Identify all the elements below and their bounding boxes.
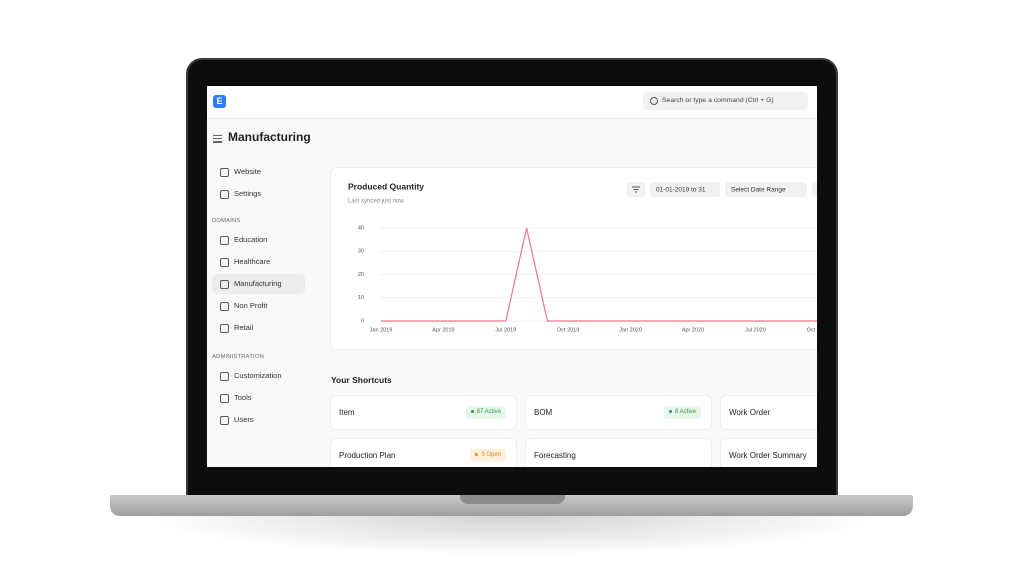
sidebar-item[interactable]: Education bbox=[212, 230, 305, 250]
sidebar-label: Non Profit bbox=[234, 301, 268, 310]
shortcut-card[interactable]: BOM 8 Active bbox=[525, 395, 712, 430]
x-tick-label: Apr 2020 bbox=[682, 327, 704, 333]
sidebar-icon bbox=[220, 190, 229, 199]
section-heading: DOMAINS bbox=[212, 218, 241, 224]
control-label: 01-01-2019 to 31 bbox=[656, 187, 706, 194]
shortcut-label: Production Plan bbox=[339, 451, 396, 460]
sidebar-label: Healthcare bbox=[234, 257, 271, 266]
screen: E Search or type a command (Ctrl + G) Ma… bbox=[207, 86, 817, 467]
shortcut-badge: 5 Open bbox=[470, 449, 506, 462]
y-tick-label: 30 bbox=[358, 249, 364, 255]
sidebar-icon bbox=[220, 372, 229, 381]
x-tick-label: Oct 2019 bbox=[557, 327, 579, 333]
chart-subtitle: Last synced just now bbox=[348, 199, 404, 205]
shortcut-label: BOM bbox=[534, 408, 553, 417]
control-button[interactable] bbox=[650, 182, 720, 197]
shortcut-label: Item bbox=[339, 408, 355, 417]
sidebar-icon bbox=[220, 280, 229, 289]
sidebar-item[interactable]: Settings bbox=[212, 184, 305, 204]
sidebar-label: Website bbox=[234, 167, 261, 176]
chart: Produced Quantity Last synced just now 01-… bbox=[348, 181, 817, 333]
sidebar-icon bbox=[220, 302, 229, 311]
laptop-notch bbox=[460, 495, 565, 504]
shortcut-badge: 8 Active bbox=[663, 406, 701, 419]
sidebar-icon bbox=[220, 324, 229, 333]
badge-text: 87 Active bbox=[476, 409, 501, 415]
sidebar-label: Retail bbox=[234, 323, 254, 332]
shortcut-label: Work Order Summary bbox=[729, 451, 807, 460]
sidebar-item[interactable]: Tools bbox=[212, 388, 305, 408]
section-heading: ADMINISTRATION bbox=[212, 354, 264, 360]
chart-card: Produced Quantity Last synced just now 01-… bbox=[330, 167, 817, 350]
y-tick-label: 10 bbox=[358, 295, 364, 301]
laptop-base bbox=[110, 495, 913, 516]
sidebar-label: Users bbox=[234, 415, 254, 424]
y-tick-label: 40 bbox=[358, 225, 364, 231]
shortcut-card[interactable]: Work Order Summary bbox=[720, 438, 817, 467]
search-icon bbox=[650, 97, 658, 105]
sidebar-item[interactable]: Healthcare bbox=[212, 252, 305, 272]
x-tick-label: Apr 2019 bbox=[432, 327, 454, 333]
sidebar-label: Tools bbox=[234, 393, 252, 402]
badge-dot bbox=[668, 409, 672, 413]
sidebar-item[interactable]: Customization bbox=[212, 366, 305, 386]
page-title: Manufacturing bbox=[228, 130, 311, 144]
shortcut-card[interactable]: Item 87 Active bbox=[330, 395, 517, 430]
menu-icon[interactable] bbox=[213, 135, 222, 145]
filter-icon bbox=[632, 186, 640, 193]
x-tick-label: Oct 2020 bbox=[807, 327, 817, 333]
x-tick-label: Jul 2020 bbox=[745, 327, 766, 333]
badge-text: 5 Open bbox=[481, 452, 501, 458]
sidebar-icon bbox=[220, 236, 229, 245]
x-tick-label: Jan 2020 bbox=[619, 327, 642, 333]
y-tick-label: 0 bbox=[361, 318, 364, 324]
sidebar-icon bbox=[220, 394, 229, 403]
y-tick-label: 20 bbox=[358, 272, 364, 278]
sidebar-item[interactable]: Manufacturing bbox=[212, 274, 305, 294]
sidebar-item[interactable]: Retail bbox=[212, 318, 305, 338]
shortcut-card[interactable]: Work Order bbox=[720, 395, 817, 430]
search-box[interactable]: Search or type a command (Ctrl + G) bbox=[643, 92, 808, 110]
sidebar-item[interactable]: Non Profit bbox=[212, 296, 305, 316]
search-placeholder: Search or type a command (Ctrl + G) bbox=[662, 97, 774, 104]
sidebar-label: Customization bbox=[234, 371, 282, 380]
control-button[interactable] bbox=[812, 182, 817, 197]
badge-dot bbox=[470, 409, 474, 413]
topbar: E Search or type a command (Ctrl + G) bbox=[207, 86, 817, 119]
shortcut-card[interactable]: Production Plan 5 Open bbox=[330, 438, 517, 467]
shortcut-badge: 87 Active bbox=[465, 406, 506, 419]
data-line bbox=[381, 227, 817, 322]
sidebar-label: Manufacturing bbox=[234, 279, 282, 288]
control-button[interactable] bbox=[725, 182, 807, 197]
sidebar-icon bbox=[220, 168, 229, 177]
badge-text: 8 Active bbox=[674, 409, 696, 415]
shortcut-card[interactable]: Forecasting bbox=[525, 438, 712, 467]
shortcut-label: Work Order bbox=[729, 408, 771, 417]
sidebar-icon bbox=[220, 416, 229, 425]
chart-title: Produced Quantity bbox=[348, 181, 424, 191]
shortcut-label: Forecasting bbox=[534, 451, 576, 460]
sidebar-label: Education bbox=[234, 235, 268, 244]
logo[interactable]: E bbox=[213, 95, 226, 108]
shortcuts-title: Your Shortcuts bbox=[331, 375, 392, 385]
laptop-shadow bbox=[140, 516, 884, 556]
x-tick-label: Jan 2019 bbox=[370, 327, 393, 333]
sidebar-item[interactable]: Users bbox=[212, 410, 305, 430]
sidebar-icon bbox=[220, 258, 229, 267]
x-tick-label: Jul 2019 bbox=[495, 327, 516, 333]
badge-dot bbox=[475, 452, 479, 456]
control-label: Select Date Range bbox=[731, 187, 786, 194]
sidebar-item[interactable]: Website bbox=[212, 162, 305, 182]
sidebar-label: Settings bbox=[234, 189, 262, 198]
